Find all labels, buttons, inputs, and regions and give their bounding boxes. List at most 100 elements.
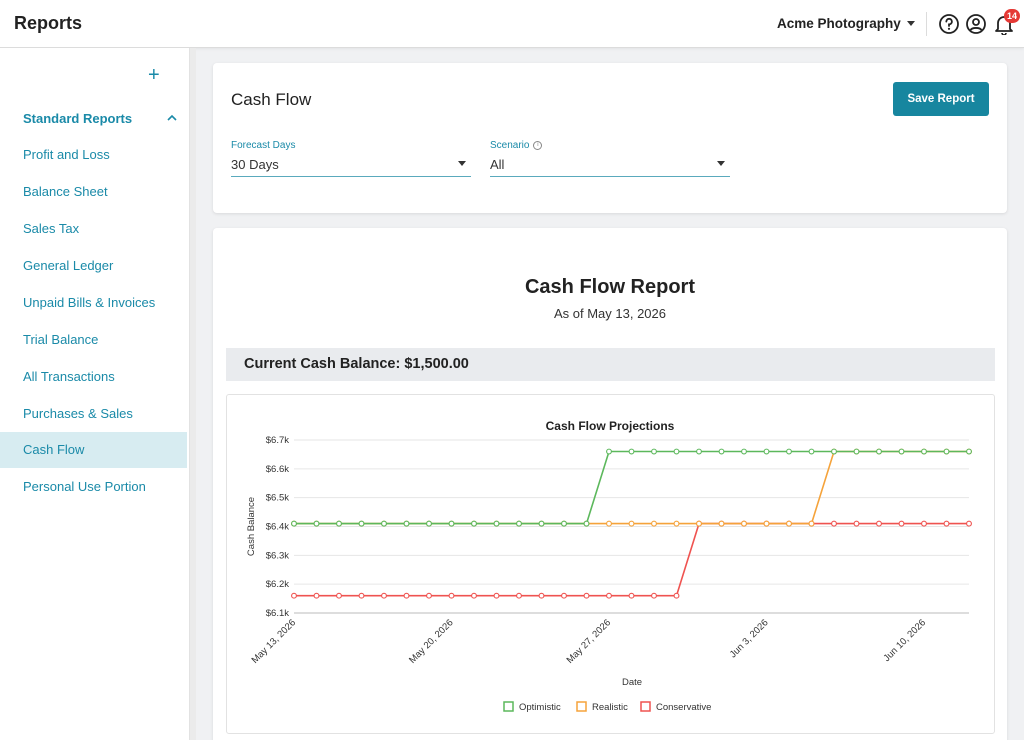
data-point-optimistic — [763, 448, 770, 455]
data-point-optimistic — [921, 448, 927, 455]
series-line-optimistic — [294, 450, 969, 525]
save-report-button[interactable]: Save Report — [893, 82, 989, 116]
data-point-conservative — [471, 592, 477, 599]
scenario-value: All — [490, 157, 505, 172]
add-icon[interactable]: + — [148, 64, 160, 86]
sidebar-item-unpaid-bills[interactable]: Unpaid Bills & Invoices — [23, 295, 156, 310]
sidebar-item-general-ledger[interactable]: General Ledger — [23, 258, 114, 273]
data-point-conservative — [898, 520, 905, 527]
data-point-conservative — [291, 592, 297, 599]
data-point-optimistic — [381, 520, 387, 527]
series-line-realistic — [294, 450, 969, 525]
data-point-conservative — [313, 592, 320, 599]
legend-swatch-conservative — [640, 701, 651, 712]
data-point-conservative — [426, 592, 432, 599]
help-icon[interactable] — [938, 13, 960, 35]
sidebar-item-sales-tax[interactable]: Sales Tax — [23, 221, 80, 236]
divider — [926, 12, 927, 36]
current-balance-bar: Current Cash Balance: $1,500.00 — [226, 348, 995, 381]
data-point-optimistic — [403, 520, 410, 527]
top-bar: Reports Acme Photography 14 — [0, 0, 1024, 48]
data-point-optimistic — [786, 448, 792, 455]
data-point-optimistic — [898, 448, 905, 455]
data-point-conservative — [381, 592, 387, 599]
data-point-optimistic — [943, 448, 950, 455]
data-point-conservative — [493, 592, 500, 599]
chart-container: Cash Flow Projections $6.7k $6.6k $6.5k $6.4… — [226, 394, 995, 734]
data-point-optimistic — [448, 520, 455, 527]
scenario-label-text: Scenario — [490, 140, 530, 151]
report-card: Cash Flow Report As of May 13, 2026 Curr… — [213, 228, 1007, 740]
sidebar-item-purchases-sales[interactable]: Purchases & Sales — [23, 406, 133, 421]
chevron-down-icon — [906, 21, 915, 26]
forecast-days-label-text: Forecast Days — [231, 140, 296, 151]
data-point-optimistic — [876, 448, 882, 455]
data-point-conservative — [538, 592, 545, 599]
data-point-conservative — [628, 592, 635, 599]
series-line-conservative — [294, 522, 969, 597]
sidebar-item-cash-flow[interactable]: Cash Flow — [0, 432, 187, 468]
sidebar-item-balance-sheet[interactable]: Balance Sheet — [23, 184, 108, 199]
y-tick-label: $6.4k — [266, 522, 289, 533]
data-point-realistic — [651, 520, 657, 527]
sidebar-item-trial-balance[interactable]: Trial Balance — [23, 332, 99, 347]
data-point-conservative — [921, 520, 927, 527]
chevron-up-icon[interactable] — [166, 112, 178, 124]
scenario-label: Scenario i — [490, 140, 730, 151]
legend-swatch-optimistic — [503, 701, 514, 712]
chart-title: Cash Flow Projections — [546, 419, 675, 433]
sidebar-section-standard-reports[interactable]: Standard Reports — [23, 111, 133, 126]
data-point-conservative — [336, 592, 342, 599]
data-point-conservative — [403, 592, 410, 599]
data-point-realistic — [696, 520, 702, 527]
sidebar-scrollbar[interactable] — [190, 48, 196, 740]
data-point-conservative — [448, 592, 455, 599]
data-point-optimistic — [516, 520, 522, 527]
data-point-conservative — [876, 520, 882, 527]
info-icon[interactable]: i — [533, 141, 543, 150]
company-selector[interactable]: Acme Photography — [777, 16, 915, 31]
data-point-optimistic — [741, 448, 747, 455]
data-point-realistic — [786, 520, 792, 527]
forecast-days-label: Forecast Days — [231, 140, 471, 151]
data-point-optimistic — [718, 448, 725, 455]
data-point-conservative — [943, 520, 950, 527]
data-point-conservative — [358, 592, 365, 599]
data-point-conservative — [583, 592, 590, 599]
sidebar: + Standard Reports Profit and Loss Balan… — [0, 48, 190, 740]
forecast-days-select[interactable]: Forecast Days 30 Days — [231, 140, 471, 177]
sidebar-item-profit-and-loss[interactable]: Profit and Loss — [23, 147, 110, 162]
y-tick-label: $6.7k — [266, 435, 289, 446]
chevron-down-icon — [717, 161, 725, 166]
data-point-realistic — [741, 520, 747, 527]
data-point-conservative — [561, 592, 567, 599]
data-point-optimistic — [853, 448, 860, 455]
data-point-optimistic — [493, 520, 500, 527]
data-point-conservative — [673, 592, 680, 599]
scenario-select[interactable]: Scenario i All — [490, 140, 730, 177]
legend-label-optimistic: Optimistic — [519, 702, 561, 713]
sidebar-item-personal-use-portion[interactable]: Personal Use Portion — [23, 479, 146, 494]
data-point-optimistic — [696, 448, 702, 455]
sidebar-item-all-transactions[interactable]: All Transactions — [23, 369, 115, 384]
data-point-optimistic — [538, 520, 545, 527]
data-point-realistic — [673, 520, 680, 527]
data-point-conservative — [831, 520, 837, 527]
data-point-optimistic — [628, 448, 635, 455]
account-icon[interactable] — [965, 13, 987, 35]
report-subtitle: As of May 13, 2026 — [553, 306, 666, 321]
x-tick-label: Jun 3, 2026 — [728, 617, 771, 660]
data-point-optimistic — [358, 520, 365, 527]
data-point-realistic — [628, 520, 635, 527]
data-point-optimistic — [583, 520, 590, 527]
data-point-optimistic — [336, 520, 342, 527]
data-point-optimistic — [651, 448, 657, 455]
data-point-optimistic — [606, 448, 612, 455]
y-tick-label: $6.3k — [266, 550, 289, 561]
data-point-optimistic — [673, 448, 680, 455]
report-settings-card: Cash Flow Save Report Forecast Days 30 D… — [213, 63, 1007, 213]
x-tick-label: May 27, 2026 — [565, 617, 613, 665]
legend-label-realistic: Realistic — [592, 702, 628, 713]
forecast-days-value: 30 Days — [231, 157, 279, 172]
cash-flow-chart: Cash Flow Projections $6.7k $6.6k $6.5k $6.4… — [246, 419, 972, 713]
